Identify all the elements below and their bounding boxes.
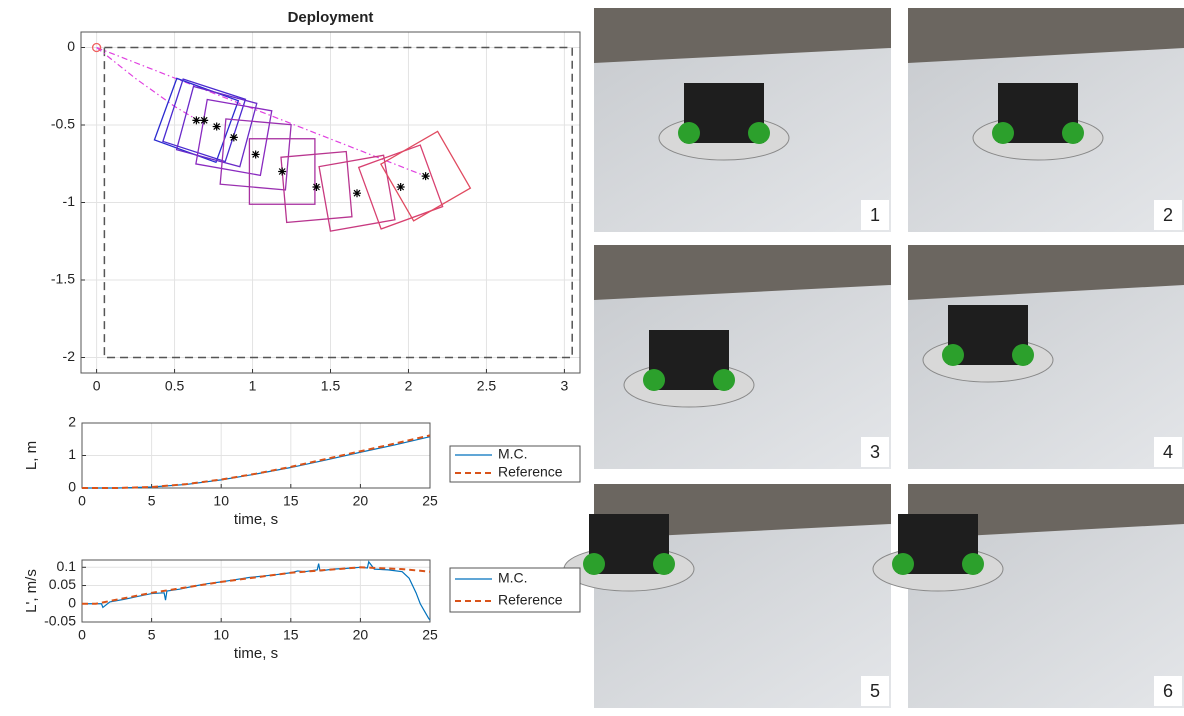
photo-label: 2 xyxy=(1163,205,1173,225)
robot-center xyxy=(312,183,320,191)
x-tick-label: 15 xyxy=(283,493,299,509)
robot-tank xyxy=(962,553,984,575)
photo-label: 1 xyxy=(870,205,880,225)
robot-tank xyxy=(713,369,735,391)
photo-grid: 1 2 3 4 5 6 xyxy=(564,8,1184,708)
x-tick-label: 25 xyxy=(422,627,438,643)
robot-center xyxy=(213,123,221,131)
robot-tank xyxy=(653,553,675,575)
x-tick-label: 10 xyxy=(213,493,229,509)
robot-center xyxy=(353,189,361,197)
x-tick-label: 1.5 xyxy=(321,378,341,394)
robot-center xyxy=(422,172,430,180)
x-tick-label: 25 xyxy=(422,493,438,509)
legend-label: Reference xyxy=(498,464,563,480)
y-tick-label: 2 xyxy=(68,414,76,430)
y-tick-label: 0 xyxy=(68,594,76,610)
x-tick-label: 0 xyxy=(78,627,86,643)
figure: 1 2 3 4 5 6 0 0.5 1 1.5 2 2.5 3 0 -0.5 -1 -1.5 -2 Deploym… xyxy=(0,0,1184,711)
photo: 2 xyxy=(908,8,1184,232)
y-axis-label: L', m/s xyxy=(23,569,40,613)
x-tick-label: 2.5 xyxy=(477,378,497,394)
robot-center xyxy=(252,150,260,158)
x-tick-label: 20 xyxy=(353,493,369,509)
x-tick-label: 0.5 xyxy=(165,378,185,394)
robot-tank xyxy=(583,553,605,575)
photo: 5 xyxy=(564,484,891,708)
robot-tank xyxy=(643,369,665,391)
robot-tank xyxy=(892,553,914,575)
robot-tank xyxy=(992,122,1014,144)
x-tick-label: 0 xyxy=(93,378,101,394)
y-tick-label: -1.5 xyxy=(51,271,75,287)
x-tick-label: 15 xyxy=(283,627,299,643)
y-axis-label: L, m xyxy=(23,441,40,470)
x-tick-label: 20 xyxy=(353,627,369,643)
x-tick-label: 3 xyxy=(561,378,569,394)
y-tick-label: 0.05 xyxy=(49,576,76,592)
y-tick-label: 0.1 xyxy=(57,558,77,574)
photo: 3 xyxy=(594,245,891,469)
legend-label: M.C. xyxy=(498,570,528,586)
y-tick-label: -0.05 xyxy=(44,613,76,629)
photo: 1 xyxy=(594,8,891,232)
photo-label: 4 xyxy=(1163,442,1173,462)
x-tick-label: 2 xyxy=(405,378,413,394)
legend-label: M.C. xyxy=(498,446,528,462)
robot-tank xyxy=(748,122,770,144)
x-tick-label: 1 xyxy=(249,378,257,394)
photo-label: 6 xyxy=(1163,681,1173,701)
photo: 4 xyxy=(908,245,1184,469)
robot-tank xyxy=(942,344,964,366)
robot-center xyxy=(397,183,405,191)
x-axis-label: time, s xyxy=(234,511,278,528)
robot-tank xyxy=(1012,344,1034,366)
robot-center xyxy=(200,116,208,124)
photo-label: 3 xyxy=(870,442,880,462)
y-tick-label: 0 xyxy=(67,38,75,54)
robot-tank xyxy=(678,122,700,144)
robot-center xyxy=(192,116,200,124)
x-tick-label: 10 xyxy=(213,627,229,643)
chart-title: Deployment xyxy=(288,9,374,26)
x-axis-label: time, s xyxy=(234,645,278,662)
y-tick-label: 1 xyxy=(68,446,76,462)
photo-label: 5 xyxy=(870,681,880,701)
y-tick-label: -1 xyxy=(63,193,76,209)
y-tick-label: -2 xyxy=(63,348,76,364)
x-tick-label: 5 xyxy=(148,627,156,643)
robot-tank xyxy=(1062,122,1084,144)
x-tick-label: 0 xyxy=(78,493,86,509)
y-tick-label: -0.5 xyxy=(51,116,75,132)
y-tick-label: 0 xyxy=(68,479,76,495)
photo: 6 xyxy=(873,484,1184,708)
robot-center xyxy=(278,168,286,176)
robot-center xyxy=(230,133,238,141)
x-tick-label: 5 xyxy=(148,493,156,509)
legend-label: Reference xyxy=(498,592,563,608)
